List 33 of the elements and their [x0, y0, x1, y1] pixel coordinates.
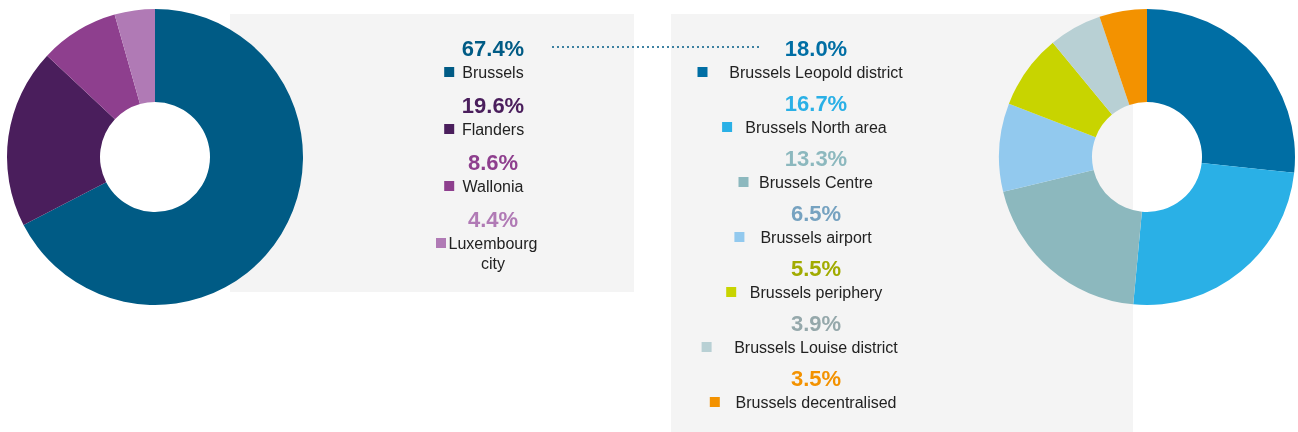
data-label: 67.4%: [461, 36, 525, 61]
donut-slice: [23, 9, 303, 305]
legend-label: Brussels Louise district: [734, 339, 899, 356]
donut-slice: [47, 14, 140, 120]
donut-slice: [1008, 42, 1112, 138]
data-label: 3.5%: [790, 366, 842, 391]
legend-label: Brussels Centre: [759, 174, 874, 191]
legend-label: Brussels periphery: [749, 284, 883, 301]
donut-slice: [1052, 16, 1130, 115]
donut-slice: [1099, 9, 1147, 105]
data-label: 4.4%: [467, 207, 519, 232]
donut-slice: [7, 55, 115, 226]
donut-slice: [1147, 9, 1295, 173]
donut-slice: [1133, 162, 1295, 305]
legend-label: Luxembourg city: [448, 235, 538, 272]
data-label: 6.5%: [790, 201, 842, 226]
legend-label: Brussels: [462, 64, 524, 81]
donut-slice: [114, 9, 155, 105]
legend-label: Brussels decentralised: [735, 394, 897, 411]
legend-label: Brussels airport: [760, 229, 873, 246]
legend-label: Brussels Leopold district: [729, 64, 904, 81]
data-label: 3.9%: [790, 311, 842, 336]
data-label: 16.7%: [784, 91, 848, 116]
data-label: 18.0%: [784, 36, 848, 61]
donut-slice: [1003, 169, 1142, 305]
donut-slice: [999, 103, 1096, 192]
data-label: 5.5%: [790, 256, 842, 281]
legend-label: Wallonia: [462, 178, 524, 195]
legend-label: Brussels North area: [745, 119, 887, 136]
legend-label: Flanders: [461, 121, 525, 138]
data-label: 19.6%: [461, 93, 525, 118]
data-label: 13.3%: [784, 146, 848, 171]
data-label: 8.6%: [467, 150, 519, 175]
